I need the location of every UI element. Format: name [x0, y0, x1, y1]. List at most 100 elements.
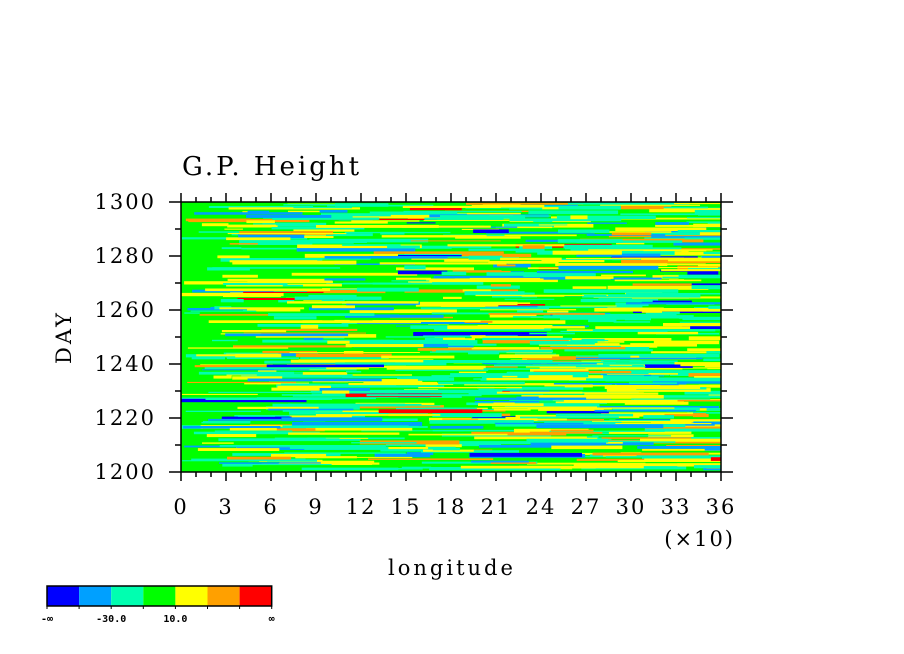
field-streak [288, 403, 405, 407]
chart-title: G.P. Height [182, 152, 362, 182]
field-streak [706, 351, 721, 354]
field-streak [227, 456, 292, 460]
field-streak [443, 296, 462, 299]
field-streak [442, 418, 479, 420]
field-streak [655, 224, 721, 227]
field-streak [246, 220, 275, 224]
field-streak [202, 442, 234, 444]
field-streak [495, 423, 545, 427]
field-streak [606, 441, 623, 444]
field-streak [386, 365, 486, 370]
field-streak [283, 204, 386, 206]
field-streak [222, 274, 258, 278]
field-streak [387, 254, 440, 256]
field-streak [220, 258, 323, 262]
field-streak [378, 409, 483, 413]
field-streak [297, 244, 422, 249]
field-streak [289, 411, 388, 415]
field-streak [687, 217, 721, 219]
colorbar-label: 10.0 [163, 614, 187, 625]
field-streak [468, 255, 503, 260]
field-streak [309, 238, 429, 243]
field-streak [588, 318, 617, 323]
colorbar-swatch [47, 586, 80, 606]
field-streak [369, 418, 418, 421]
field-streak [687, 348, 721, 352]
field-streak [520, 416, 619, 419]
heatmap-field [181, 202, 721, 472]
field-streak [615, 227, 707, 232]
field-streak [563, 244, 653, 249]
axis-ticks [169, 193, 733, 481]
field-streak [600, 377, 721, 380]
field-streak [644, 237, 721, 240]
field-streak [656, 248, 721, 250]
field-streak [600, 360, 642, 362]
field-streak [272, 428, 325, 432]
field-streak [205, 293, 231, 296]
field-streak [466, 202, 584, 205]
field-streak [706, 408, 721, 411]
field-streak [601, 412, 693, 415]
field-streak [585, 407, 675, 409]
field-streak [489, 314, 537, 318]
field-streak [297, 236, 334, 238]
field-streak [334, 221, 388, 224]
field-streak [230, 292, 253, 296]
field-streak [379, 262, 507, 265]
field-streak [373, 251, 504, 254]
field-streak [506, 371, 590, 374]
field-streak [247, 210, 270, 213]
field-streak [465, 320, 566, 324]
field-streak [298, 359, 434, 363]
field-streak [295, 353, 392, 358]
colorbar-swatch [207, 586, 240, 606]
field-streak [592, 452, 709, 456]
field-streak [401, 466, 432, 469]
field-streak [201, 421, 250, 424]
field-streak [288, 210, 343, 213]
field-streak [424, 337, 443, 341]
field-streak [642, 448, 721, 451]
field-streak [237, 298, 343, 300]
field-streak [626, 302, 721, 305]
field-streak [509, 205, 621, 210]
field-streak [584, 392, 659, 395]
field-streak [308, 307, 394, 311]
field-streak [282, 410, 343, 412]
field-streak [423, 219, 522, 221]
field-streak [227, 233, 347, 235]
field-streak [197, 448, 280, 451]
field-streak [441, 271, 467, 276]
field-streak [637, 463, 721, 467]
field-streak [460, 465, 596, 469]
field-streak [700, 365, 721, 366]
field-streak [555, 263, 668, 267]
field-streak [522, 245, 545, 249]
field-streak [479, 445, 602, 448]
field-streak [601, 274, 646, 277]
y-tick-label: 1220 [95, 406, 156, 430]
colorbar-swatch [143, 586, 176, 606]
field-streak [570, 215, 588, 220]
field-streak [564, 247, 649, 250]
field-streak [315, 427, 413, 431]
field-streak [598, 354, 660, 358]
field-streak [651, 351, 715, 354]
field-streak [493, 401, 515, 404]
field-streak [576, 253, 661, 257]
field-streak [243, 291, 324, 293]
field-streak [224, 228, 243, 230]
field-streak [417, 348, 472, 351]
field-streak [273, 290, 328, 293]
field-streak [207, 267, 250, 271]
field-streak [372, 282, 411, 285]
field-streak [238, 234, 305, 239]
field-streak [337, 405, 444, 409]
field-streak [677, 230, 721, 232]
field-streak [257, 382, 309, 385]
field-streak [482, 337, 573, 341]
field-streak [679, 321, 721, 323]
field-streak [575, 355, 601, 357]
field-streak [345, 344, 424, 348]
